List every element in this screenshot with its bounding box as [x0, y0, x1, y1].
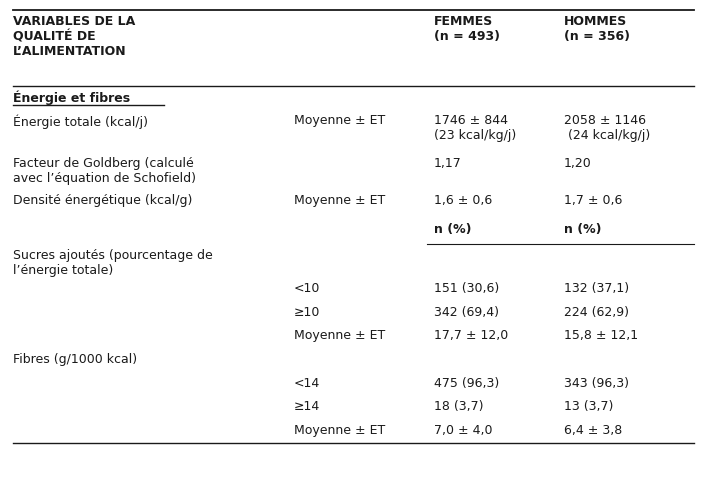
- Text: <14: <14: [294, 376, 320, 389]
- Text: Densité énergétique (kcal/g): Densité énergétique (kcal/g): [13, 194, 193, 207]
- Text: 7,0 ± 4,0: 7,0 ± 4,0: [434, 424, 493, 437]
- Text: 1746 ± 844
(23 kcal/kg/j): 1746 ± 844 (23 kcal/kg/j): [434, 114, 516, 142]
- Text: 2058 ± 1146
 (24 kcal/kg/j): 2058 ± 1146 (24 kcal/kg/j): [564, 114, 650, 142]
- Text: Moyenne ± ET: Moyenne ± ET: [294, 329, 385, 342]
- Text: Moyenne ± ET: Moyenne ± ET: [294, 194, 385, 207]
- Text: ≥14: ≥14: [294, 400, 320, 413]
- Text: 17,7 ± 12,0: 17,7 ± 12,0: [434, 329, 508, 342]
- Text: Facteur de Goldberg (calculé
avec l’équation de Schofield): Facteur de Goldberg (calculé avec l’équa…: [13, 157, 197, 185]
- Text: 1,7 ± 0,6: 1,7 ± 0,6: [564, 194, 622, 207]
- Text: 132 (37,1): 132 (37,1): [564, 282, 629, 295]
- Text: 18 (3,7): 18 (3,7): [434, 400, 484, 413]
- Text: HOMMES
(n = 356): HOMMES (n = 356): [564, 15, 630, 43]
- Text: 342 (69,4): 342 (69,4): [434, 306, 499, 319]
- Text: Sucres ajoutés (pourcentage de
l’énergie totale): Sucres ajoutés (pourcentage de l’énergie…: [13, 249, 213, 276]
- Text: Fibres (g/1000 kcal): Fibres (g/1000 kcal): [13, 353, 137, 366]
- Text: 15,8 ± 12,1: 15,8 ± 12,1: [564, 329, 638, 342]
- Text: Moyenne ± ET: Moyenne ± ET: [294, 424, 385, 437]
- Text: 343 (96,3): 343 (96,3): [564, 376, 629, 389]
- Text: 151 (30,6): 151 (30,6): [434, 282, 499, 295]
- Text: ≥10: ≥10: [294, 306, 320, 319]
- Text: 1,20: 1,20: [564, 157, 592, 170]
- Text: 475 (96,3): 475 (96,3): [434, 376, 499, 389]
- Text: 1,6 ± 0,6: 1,6 ± 0,6: [434, 194, 492, 207]
- Text: 1,17: 1,17: [434, 157, 462, 170]
- Text: 224 (62,9): 224 (62,9): [564, 306, 629, 319]
- Text: FEMMES
(n = 493): FEMMES (n = 493): [434, 15, 500, 43]
- Text: Moyenne ± ET: Moyenne ± ET: [294, 114, 385, 127]
- Text: <10: <10: [294, 282, 320, 295]
- Text: VARIABLES DE LA
QUALITÉ DE
L’ALIMENTATION: VARIABLES DE LA QUALITÉ DE L’ALIMENTATIO…: [13, 15, 136, 58]
- Text: 6,4 ± 3,8: 6,4 ± 3,8: [564, 424, 622, 437]
- Text: Énergie totale (kcal/j): Énergie totale (kcal/j): [13, 114, 148, 128]
- Text: Énergie et fibres: Énergie et fibres: [13, 91, 130, 105]
- Text: n (%): n (%): [564, 223, 602, 236]
- Text: 13 (3,7): 13 (3,7): [564, 400, 613, 413]
- Text: n (%): n (%): [434, 223, 472, 236]
